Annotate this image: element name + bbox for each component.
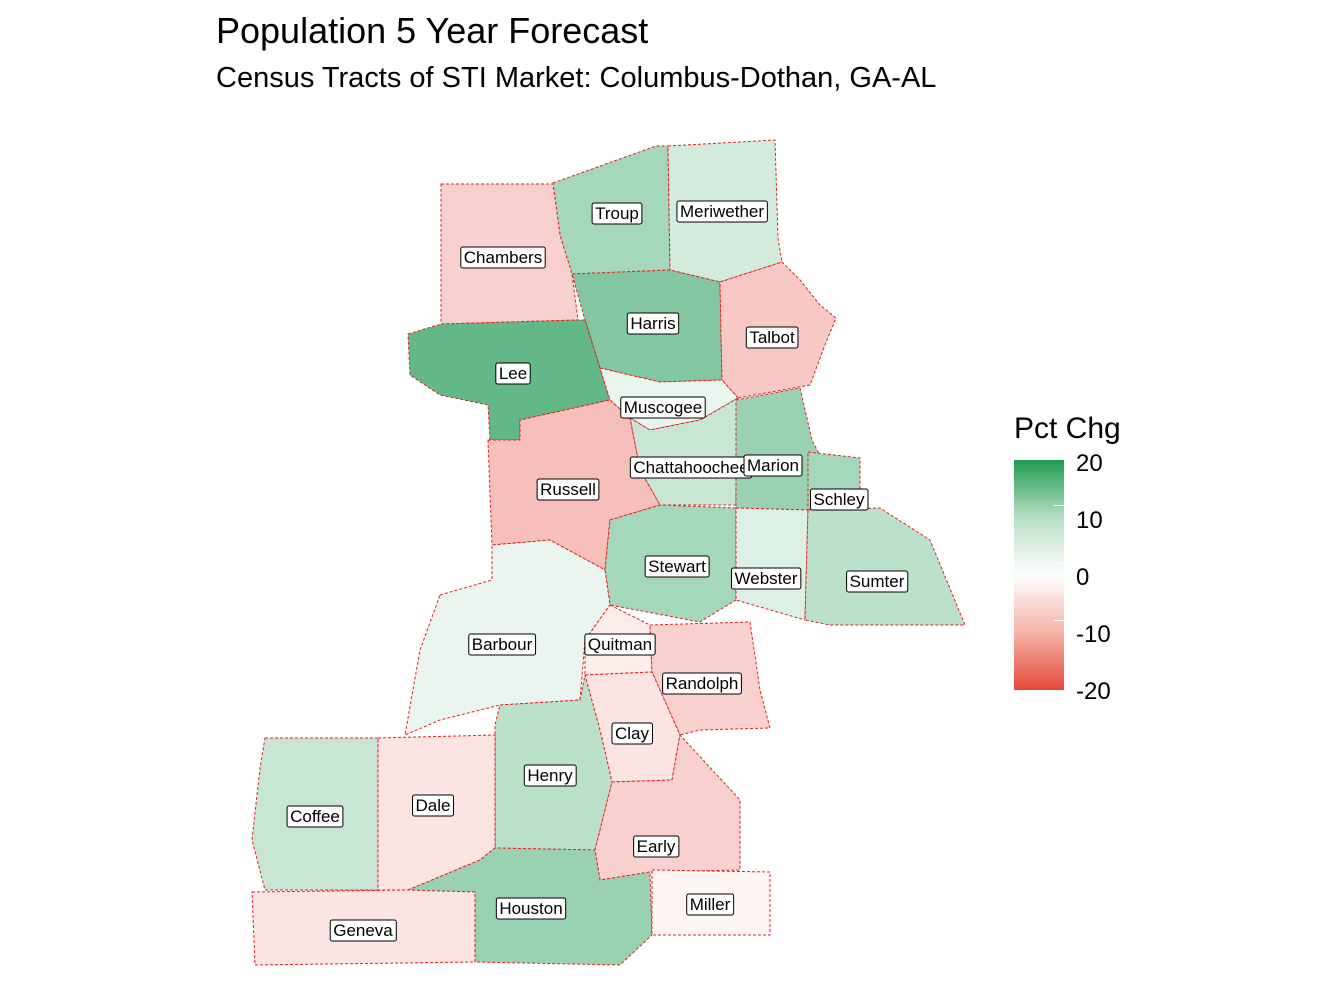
county-label-box-meriwether xyxy=(676,200,768,223)
county-label-box-barbour xyxy=(468,633,537,656)
legend-tick-minus-20: -20 xyxy=(1076,678,1111,705)
county-label-chattahoochee: Chattahoochee xyxy=(633,458,748,477)
county-label-henry: Henry xyxy=(527,766,573,785)
county-label-box-early xyxy=(633,835,680,858)
county-label-early: Early xyxy=(637,837,676,856)
county-label-miller: Miller xyxy=(690,895,731,914)
county-label-box-troup xyxy=(591,202,643,225)
county-label-quitman: Quitman xyxy=(588,635,652,654)
county-label-box-russell xyxy=(536,478,600,501)
county-label-box-quitman xyxy=(584,633,656,656)
county-label-barbour: Barbour xyxy=(472,635,533,654)
county-label-harris: Harris xyxy=(630,314,675,333)
legend-tickmark xyxy=(1054,563,1064,564)
county-label-box-muscogee xyxy=(620,396,706,419)
county-label-box-henry xyxy=(523,764,577,787)
legend-colorbar xyxy=(1014,460,1064,690)
county-label-box-marion xyxy=(743,454,803,477)
county-label-box-webster xyxy=(731,567,802,590)
county-label-stewart: Stewart xyxy=(648,557,706,576)
county-label-lee: Lee xyxy=(499,364,527,383)
legend-tick-minus-10: -10 xyxy=(1076,621,1111,648)
county-label-webster: Webster xyxy=(735,569,798,588)
legend-tickmark xyxy=(1054,505,1064,506)
map-title: Population 5 Year Forecast xyxy=(216,10,649,51)
legend-title: Pct Chg xyxy=(1014,412,1121,445)
county-label-box-lee xyxy=(495,362,531,385)
county-label-box-harris xyxy=(626,312,680,335)
legend-tick-10: 10 xyxy=(1076,507,1103,534)
map-subtitle: Census Tracts of STI Market: Columbus-Do… xyxy=(216,62,937,94)
county-label-coffee: Coffee xyxy=(290,807,340,826)
county-label-marion: Marion xyxy=(747,456,799,475)
county-label-box-schley xyxy=(809,488,869,511)
county-label-troup: Troup xyxy=(595,204,639,223)
legend-tick-20: 20 xyxy=(1076,450,1103,477)
county-label-sumter: Sumter xyxy=(850,572,905,591)
county-label-meriwether: Meriwether xyxy=(680,202,764,221)
legend-tickmark xyxy=(1054,620,1064,621)
county-label-box-clay xyxy=(611,722,654,745)
county-sumter xyxy=(804,507,966,626)
county-label-box-dale xyxy=(412,794,454,817)
county-label-russell: Russell xyxy=(540,480,596,499)
county-label-muscogee: Muscogee xyxy=(624,398,702,417)
county-label-box-miller xyxy=(686,893,735,916)
county-label-box-houston xyxy=(495,897,567,920)
county-label-box-geneva xyxy=(329,919,397,942)
county-label-dale: Dale xyxy=(416,796,451,815)
county-label-geneva: Geneva xyxy=(333,921,393,940)
county-label-randolph: Randolph xyxy=(666,674,739,693)
county-label-schley: Schley xyxy=(813,490,865,509)
legend-tick-0: 0 xyxy=(1076,564,1090,591)
county-label-box-coffee xyxy=(286,805,344,828)
county-label-box-stewart xyxy=(644,555,710,578)
county-marion xyxy=(735,387,819,511)
county-label-houston: Houston xyxy=(499,899,562,918)
county-label-talbot: Talbot xyxy=(749,328,795,347)
county-label-chambers: Chambers xyxy=(464,248,542,267)
county-webster xyxy=(735,507,809,621)
county-label-box-talbot xyxy=(745,326,799,349)
county-label-box-randolph xyxy=(662,672,742,695)
county-label-box-chambers xyxy=(460,246,546,269)
county-label-clay: Clay xyxy=(615,724,650,743)
county-label-box-sumter xyxy=(846,570,909,593)
